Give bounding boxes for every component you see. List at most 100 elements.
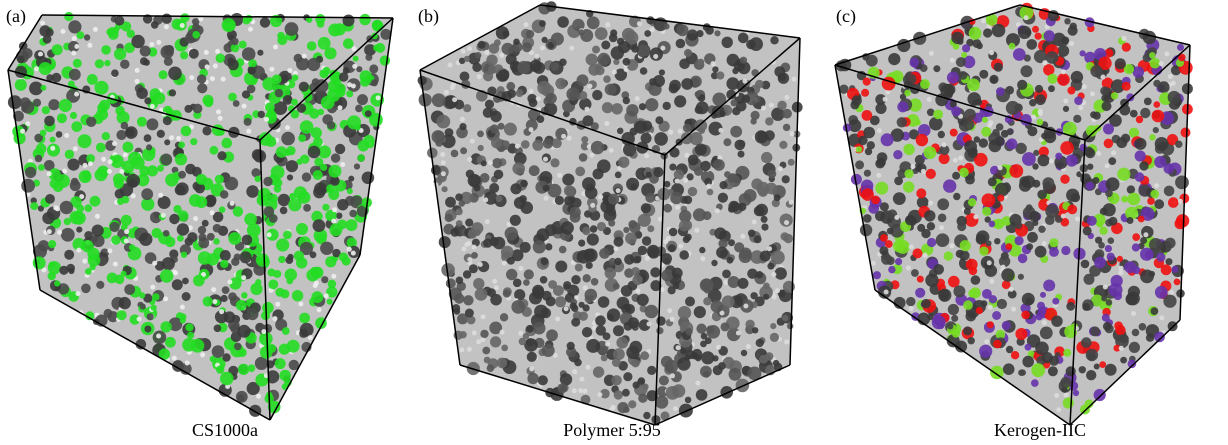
atom <box>778 166 783 171</box>
atom <box>189 75 194 80</box>
atom <box>887 228 894 235</box>
atom <box>475 288 488 301</box>
atom <box>271 165 285 179</box>
atom <box>563 281 571 289</box>
atom <box>1079 366 1086 373</box>
atom <box>514 197 526 209</box>
atom <box>976 307 983 314</box>
atom <box>585 107 590 112</box>
atom <box>720 386 733 399</box>
atom <box>951 32 963 44</box>
atom <box>436 115 450 129</box>
atom <box>678 244 683 249</box>
atom <box>221 77 226 82</box>
atom <box>79 170 92 183</box>
atom <box>252 149 264 161</box>
atom <box>52 44 63 55</box>
atom <box>317 307 322 312</box>
atom <box>1101 75 1106 80</box>
atom <box>40 130 47 137</box>
atom <box>555 128 567 140</box>
atom <box>1032 26 1039 33</box>
atom <box>49 261 56 268</box>
atom <box>782 109 792 119</box>
atom <box>198 251 212 265</box>
atom <box>219 309 224 314</box>
atom <box>162 257 175 270</box>
atom <box>137 117 147 127</box>
atom <box>784 95 789 100</box>
atom <box>30 202 38 210</box>
atom <box>205 64 210 69</box>
atom <box>250 283 262 295</box>
atom <box>1151 307 1159 315</box>
atom <box>964 208 971 215</box>
atom <box>292 290 303 301</box>
atom <box>90 196 101 207</box>
atom <box>1135 172 1145 182</box>
atom <box>631 267 640 276</box>
atom <box>355 105 363 113</box>
atom <box>1122 43 1131 52</box>
atom <box>73 146 78 151</box>
atom <box>629 222 640 233</box>
atom <box>649 78 656 85</box>
atom <box>1103 203 1116 216</box>
atom <box>728 173 738 183</box>
atom <box>1086 182 1094 190</box>
atom <box>140 304 146 310</box>
atom <box>53 205 58 210</box>
atom <box>545 243 552 250</box>
atom <box>467 347 472 352</box>
atom <box>750 292 757 299</box>
atom <box>1103 124 1114 135</box>
atom <box>529 98 538 107</box>
atom <box>76 248 81 253</box>
atom <box>923 253 928 258</box>
atom <box>992 24 1006 38</box>
atom <box>731 99 738 106</box>
atom <box>994 63 1003 72</box>
atom <box>738 33 749 44</box>
atom <box>683 196 692 205</box>
atom <box>740 57 747 64</box>
atom <box>646 16 654 24</box>
atom <box>221 295 228 302</box>
atom <box>376 95 381 100</box>
atom <box>168 67 182 81</box>
atom <box>557 16 569 28</box>
atom <box>534 54 539 59</box>
atom <box>1009 164 1023 178</box>
atom <box>567 136 572 141</box>
atom <box>719 111 725 117</box>
atom <box>172 279 183 290</box>
atom <box>906 297 915 306</box>
atom <box>104 60 110 66</box>
atom <box>1063 106 1069 112</box>
atom <box>645 193 655 203</box>
atom <box>512 162 525 175</box>
atom <box>670 192 682 204</box>
atom <box>675 205 680 210</box>
atom <box>559 246 567 254</box>
atom <box>660 46 665 51</box>
atom <box>944 251 953 260</box>
atom <box>1140 237 1147 244</box>
atom <box>1084 274 1095 285</box>
atom <box>459 123 466 130</box>
atom <box>561 221 574 234</box>
atom <box>490 294 502 306</box>
atom <box>64 12 73 21</box>
atom <box>864 170 871 177</box>
atom <box>276 146 287 157</box>
atom <box>369 64 378 73</box>
atom <box>578 29 584 35</box>
atom <box>78 134 92 148</box>
atom <box>1169 290 1174 295</box>
atom <box>735 140 746 151</box>
atom <box>929 117 943 131</box>
atom <box>241 292 247 298</box>
atom <box>1064 393 1069 398</box>
atom <box>613 59 619 65</box>
atom <box>1049 159 1054 164</box>
